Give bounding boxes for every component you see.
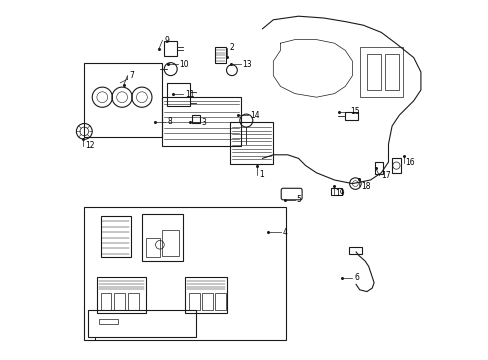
Bar (359, 47, 402, 97)
Text: 15: 15 (350, 107, 360, 116)
Bar (185, 277, 226, 313)
Bar (330, 188, 341, 195)
Bar (202, 293, 212, 310)
Bar (366, 54, 381, 90)
Text: 19: 19 (335, 189, 345, 198)
Text: 2: 2 (228, 43, 233, 52)
Text: 18: 18 (360, 182, 369, 191)
Bar (114, 293, 125, 310)
Bar (101, 216, 131, 257)
Bar (348, 247, 361, 254)
Bar (191, 115, 199, 123)
Text: 14: 14 (249, 111, 259, 120)
Text: 1: 1 (258, 170, 263, 179)
Text: 4: 4 (282, 228, 286, 237)
Bar (215, 293, 225, 310)
Text: 8: 8 (167, 117, 171, 126)
Text: 9: 9 (164, 36, 169, 45)
Bar (84, 63, 162, 137)
Text: 12: 12 (85, 141, 94, 150)
Bar (142, 214, 183, 261)
Text: 6: 6 (354, 274, 359, 282)
Bar (167, 83, 190, 106)
Text: 17: 17 (381, 171, 390, 180)
Bar (84, 207, 285, 340)
Text: 10: 10 (179, 60, 189, 69)
Bar (345, 112, 357, 120)
Text: 5: 5 (296, 195, 301, 204)
Bar (163, 41, 177, 56)
Bar (145, 238, 160, 257)
Text: 13: 13 (242, 60, 252, 69)
Bar (391, 158, 400, 173)
Bar (99, 319, 118, 324)
Bar (384, 54, 399, 90)
Text: 16: 16 (405, 158, 414, 167)
Text: 3: 3 (201, 118, 206, 127)
Bar (215, 47, 225, 63)
Bar (230, 122, 273, 164)
Bar (374, 162, 382, 174)
Bar (162, 230, 178, 256)
Bar (97, 277, 145, 313)
Bar (188, 293, 199, 310)
Bar (101, 293, 111, 310)
Text: 11: 11 (185, 90, 194, 99)
Bar (88, 310, 196, 337)
Text: 7: 7 (129, 71, 134, 80)
Bar (127, 293, 139, 310)
